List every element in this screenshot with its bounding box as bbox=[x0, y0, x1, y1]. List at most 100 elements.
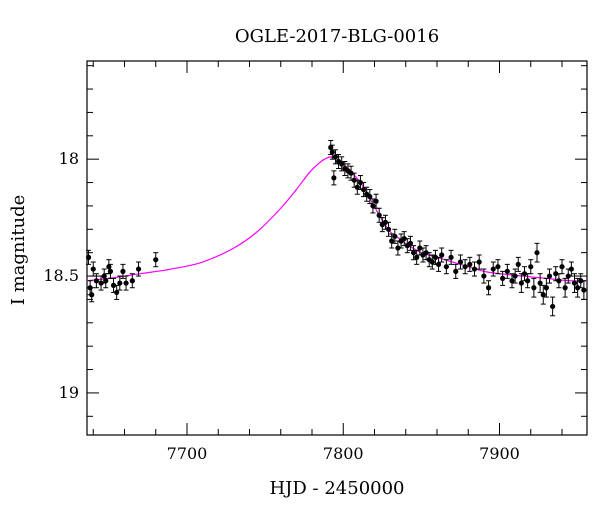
data-point bbox=[93, 273, 99, 289]
point-marker bbox=[540, 292, 546, 298]
data-point bbox=[376, 207, 382, 223]
data-points bbox=[85, 139, 587, 317]
data-point bbox=[515, 256, 521, 272]
point-marker bbox=[495, 264, 501, 270]
point-marker bbox=[429, 259, 435, 265]
data-point bbox=[98, 275, 104, 291]
data-point bbox=[453, 263, 459, 279]
data-point bbox=[123, 275, 129, 291]
tick-labels: 7700 7800 7900 18 18.5 19 bbox=[43, 149, 519, 463]
data-point bbox=[534, 242, 540, 263]
point-marker bbox=[515, 261, 521, 267]
data-point bbox=[382, 214, 389, 230]
data-point bbox=[528, 259, 534, 275]
point-marker bbox=[114, 289, 120, 296]
plot-frame bbox=[86, 60, 588, 436]
point-marker bbox=[90, 266, 96, 272]
data-point bbox=[568, 261, 574, 277]
data-point bbox=[392, 228, 398, 244]
point-marker bbox=[581, 287, 587, 293]
point-marker bbox=[110, 282, 117, 288]
data-point bbox=[423, 245, 429, 261]
point-marker bbox=[332, 154, 339, 160]
data-point bbox=[495, 259, 501, 275]
point-marker bbox=[373, 198, 379, 204]
data-point bbox=[443, 259, 449, 275]
data-point bbox=[332, 149, 339, 165]
point-marker bbox=[135, 266, 142, 272]
data-point bbox=[553, 266, 559, 282]
data-point bbox=[354, 179, 360, 195]
point-marker bbox=[392, 233, 398, 239]
data-point bbox=[462, 259, 468, 275]
point-marker bbox=[443, 264, 449, 270]
point-marker bbox=[467, 261, 473, 267]
point-marker bbox=[521, 271, 528, 277]
point-marker bbox=[537, 280, 543, 286]
point-marker bbox=[107, 268, 114, 274]
point-marker bbox=[490, 266, 496, 272]
point-marker bbox=[351, 177, 357, 183]
data-point bbox=[385, 221, 392, 237]
data-point bbox=[360, 182, 367, 198]
data-point bbox=[135, 261, 142, 277]
point-marker bbox=[543, 285, 549, 291]
data-point bbox=[550, 296, 556, 317]
x-axis-label: HJD - 2450000 bbox=[269, 478, 404, 499]
data-point bbox=[439, 247, 445, 263]
point-marker bbox=[435, 261, 442, 267]
data-point bbox=[531, 277, 537, 298]
data-point bbox=[329, 144, 335, 160]
data-point bbox=[89, 287, 95, 303]
data-point bbox=[339, 156, 345, 172]
model-curve bbox=[86, 156, 588, 282]
axis-ticks bbox=[87, 61, 587, 435]
data-point bbox=[90, 261, 96, 277]
point-marker bbox=[500, 275, 506, 281]
data-point bbox=[521, 266, 528, 282]
data-point bbox=[153, 252, 159, 268]
point-marker bbox=[339, 161, 345, 167]
point-marker bbox=[401, 236, 407, 242]
data-point bbox=[509, 273, 515, 289]
data-point bbox=[504, 263, 510, 279]
point-marker bbox=[534, 250, 540, 256]
data-point bbox=[351, 172, 357, 188]
data-point bbox=[103, 273, 109, 289]
y-tick-label: 18.5 bbox=[43, 266, 79, 285]
data-point bbox=[435, 256, 442, 272]
data-point bbox=[335, 154, 342, 170]
point-marker bbox=[481, 273, 487, 279]
point-marker bbox=[153, 257, 159, 263]
point-marker bbox=[98, 280, 104, 286]
data-point bbox=[500, 270, 506, 286]
point-marker bbox=[382, 219, 389, 225]
point-marker bbox=[565, 273, 571, 279]
data-point bbox=[117, 275, 123, 291]
point-marker bbox=[504, 268, 510, 274]
point-marker bbox=[93, 278, 99, 284]
data-point bbox=[537, 273, 543, 293]
data-point bbox=[543, 277, 549, 298]
data-point bbox=[407, 235, 414, 251]
x-tick-label: 7900 bbox=[479, 444, 520, 463]
x-tick-label: 7700 bbox=[167, 444, 208, 463]
plot-area: 7700 7800 7900 18 18.5 19 bbox=[43, 60, 588, 463]
point-marker bbox=[485, 285, 492, 291]
point-marker bbox=[546, 273, 553, 279]
point-marker bbox=[453, 268, 459, 274]
point-marker bbox=[550, 303, 556, 310]
point-marker bbox=[562, 285, 568, 291]
chart-title: OGLE-2017-BLG-0016 bbox=[235, 26, 439, 47]
data-point bbox=[565, 268, 571, 284]
point-marker bbox=[370, 203, 376, 209]
data-point bbox=[448, 249, 454, 265]
point-marker bbox=[407, 240, 414, 246]
point-marker bbox=[89, 292, 95, 298]
point-marker bbox=[476, 259, 482, 265]
data-point bbox=[370, 198, 376, 214]
data-point bbox=[481, 268, 487, 284]
point-marker bbox=[395, 245, 401, 251]
data-point bbox=[559, 259, 565, 275]
point-marker bbox=[559, 264, 565, 270]
